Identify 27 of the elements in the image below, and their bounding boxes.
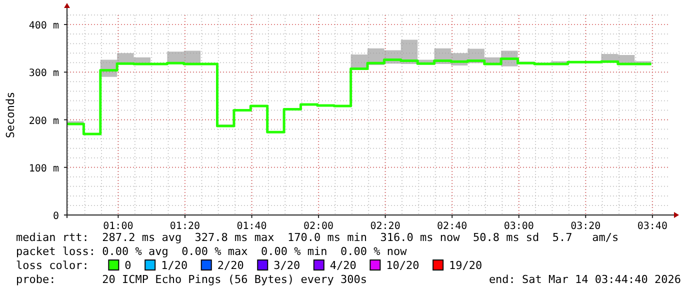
text: 2/20 [217,259,244,272]
text: packet loss: 0.00 % avg 0.00 % max 0.00 % min 0.00 % now [16,245,408,258]
text: 19/20 [449,259,482,272]
text: probe: 20 ICMP Echo Pings (56 Bytes) every 300s [16,273,367,286]
y-tick-label: 300 m [28,68,59,80]
text: 1/20 [161,259,188,272]
text: 3/20 [274,259,300,272]
text: 4/20 [330,259,356,272]
y-tick-label: 0 [52,211,59,222]
y-tick-label: 400 m [28,20,59,32]
y-axis-title: Seconds [4,92,17,138]
x-tick-label: 02:00 [303,221,334,232]
y-tick-label: 200 m [28,116,59,127]
x-tick-label: 03:40 [637,221,668,232]
text: end: Sat Mar 14 03:44:40 2026 [488,273,681,286]
x-tick-label: 01:00 [103,221,134,232]
text: 10/20 [386,259,420,272]
x-tick-label: 01:20 [170,221,200,232]
x-tick-label: 03:00 [504,221,534,232]
x-tick-label: 01:40 [236,221,267,232]
legend-title: loss color: [16,259,89,272]
x-tick-label: 03:20 [570,221,601,232]
text: median rtt: 287.2 ms avg 327.8 ms max 170.0 ms min 316.0 ms now 50.8 ms sd 5.7 am/s [16,231,619,244]
y-tick-label: 100 m [28,163,59,174]
legend-label: 0 [124,259,132,272]
x-tick-label: 02:20 [370,221,400,232]
x-tick-label: 02:40 [437,221,468,232]
